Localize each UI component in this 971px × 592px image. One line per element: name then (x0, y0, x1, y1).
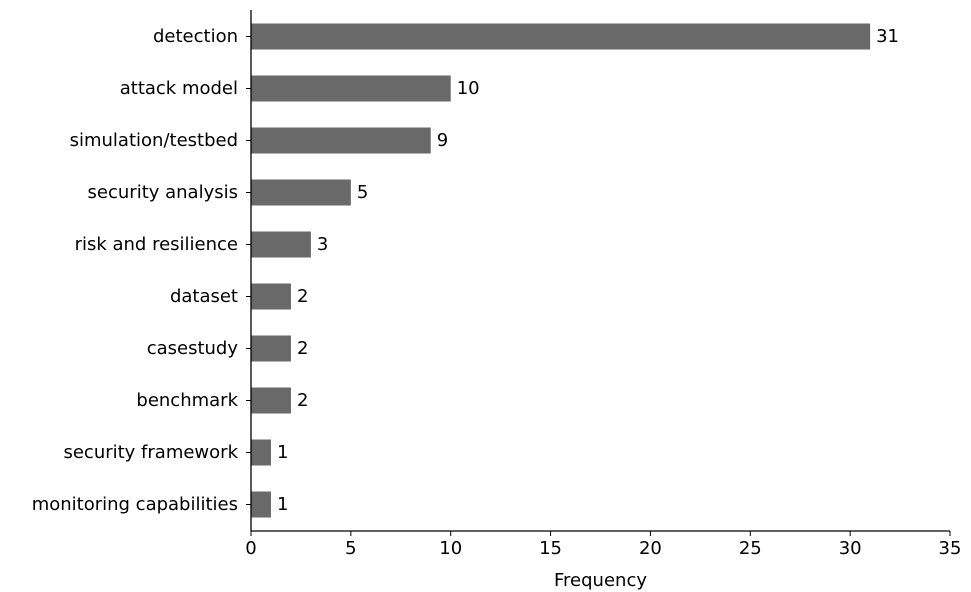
bar-security-framework (251, 439, 271, 466)
value-label-dataset: 2 (297, 286, 308, 307)
value-label-attack-model: 10 (457, 78, 480, 99)
value-label-risk-and-resilience: 3 (317, 234, 328, 255)
bar-monitoring-capabilities (251, 491, 271, 518)
x-tick-label-15: 15 (539, 538, 562, 559)
category-label-risk-and-resilience: risk and resilience (75, 234, 238, 255)
value-label-security-framework: 1 (277, 442, 288, 463)
x-tick-label-25: 25 (739, 538, 762, 559)
x-ticks-group: 0 5 10 15 20 25 30 35 (245, 531, 961, 559)
bar-risk-and-resilience (251, 231, 311, 258)
category-label-detection: detection (153, 26, 238, 47)
category-label-dataset: dataset (170, 286, 238, 307)
bar-attack-model (251, 75, 451, 102)
x-tick-label-0: 0 (245, 538, 256, 559)
x-tick-label-10: 10 (439, 538, 462, 559)
bar-dataset (251, 283, 291, 310)
x-tick-label-30: 30 (839, 538, 862, 559)
category-label-casestudy: casestudy (147, 338, 239, 359)
value-label-security-analysis: 5 (357, 182, 368, 203)
category-label-security-framework: security framework (63, 442, 238, 463)
bar-simulation-testbed (251, 127, 431, 154)
bar-detection (251, 23, 871, 50)
value-label-benchmark: 2 (297, 390, 308, 411)
x-tick-label-35: 35 (939, 538, 962, 559)
value-label-detection: 31 (876, 26, 899, 47)
x-axis-label: Frequency (554, 570, 647, 591)
value-label-monitoring-capabilities: 1 (277, 494, 288, 515)
category-label-security-analysis: security analysis (88, 182, 238, 203)
value-label-casestudy: 2 (297, 338, 308, 359)
bar-benchmark (251, 387, 291, 414)
category-label-benchmark: benchmark (136, 390, 238, 411)
bar-casestudy (251, 335, 291, 362)
category-label-monitoring-capabilities: monitoring capabilities (32, 494, 238, 515)
category-labels-group: detection attack model simulation/testbed s… (32, 26, 251, 515)
x-tick-label-5: 5 (345, 538, 356, 559)
value-labels-group: 31 10 9 5 3 2 2 2 1 1 (277, 26, 899, 515)
bars-group (251, 23, 871, 518)
category-label-attack-model: attack model (120, 78, 238, 99)
x-tick-label-20: 20 (639, 538, 662, 559)
category-label-simulation-testbed: simulation/testbed (70, 130, 238, 151)
value-label-simulation-testbed: 9 (437, 130, 448, 151)
bar-security-analysis (251, 179, 351, 206)
